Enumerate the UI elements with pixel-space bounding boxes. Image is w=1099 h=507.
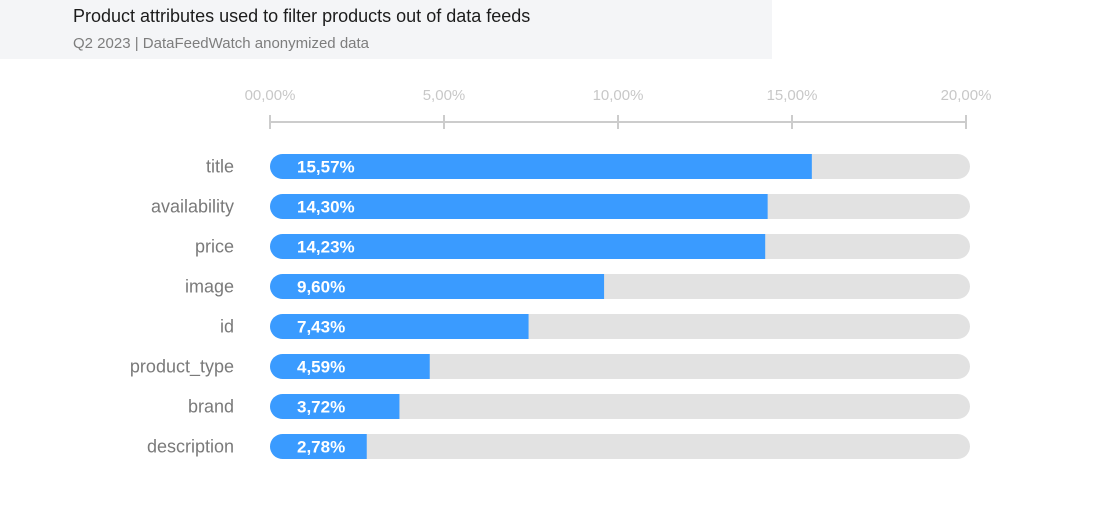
chart-subtitle: Q2 2023 | DataFeedWatch anonymized data xyxy=(73,35,370,52)
bar xyxy=(270,234,766,259)
bar-row: id 7,43% xyxy=(220,314,970,339)
bar xyxy=(270,154,812,179)
value-label: 2,78% xyxy=(297,438,345,457)
bar xyxy=(270,314,529,339)
tick-label: 10,00% xyxy=(593,87,644,104)
category-label: availability xyxy=(151,197,234,217)
category-label: image xyxy=(185,277,234,297)
bar-row: brand 3,72% xyxy=(188,394,970,419)
chart-title: Product attributes used to filter produc… xyxy=(73,6,531,26)
bar xyxy=(270,434,367,459)
value-label: 14,23% xyxy=(297,238,355,257)
tick-label: 5,00% xyxy=(423,87,466,104)
bar-row: image 9,60% xyxy=(185,274,970,299)
chart-header: Product attributes used to filter produc… xyxy=(0,0,772,59)
category-label: description xyxy=(147,437,234,457)
category-label: brand xyxy=(188,397,234,417)
bar-row: description 2,78% xyxy=(147,434,970,459)
bar xyxy=(270,394,400,419)
category-label: id xyxy=(220,317,234,337)
bar-row: price 14,23% xyxy=(195,234,970,259)
value-label: 7,43% xyxy=(297,318,345,337)
bar xyxy=(270,354,430,379)
bar-track xyxy=(270,394,970,419)
category-label: price xyxy=(195,237,234,257)
value-label: 14,30% xyxy=(297,198,355,217)
bar-row: title 15,57% xyxy=(206,154,970,179)
value-label: 4,59% xyxy=(297,358,345,377)
value-label: 15,57% xyxy=(297,158,355,177)
bar-row: availability 14,30% xyxy=(151,194,970,219)
tick-label: 00,00% xyxy=(245,87,296,104)
bar-row: product_type 4,59% xyxy=(130,354,970,379)
tick-label: 15,00% xyxy=(767,87,818,104)
bar-track xyxy=(270,354,970,379)
tick-label: 20,00% xyxy=(941,87,992,104)
category-label: title xyxy=(206,157,234,177)
value-label: 3,72% xyxy=(297,398,345,417)
bars: title 15,57% availability 14,30% price 14,23%… xyxy=(130,154,970,459)
bar xyxy=(270,194,768,219)
category-label: product_type xyxy=(130,357,234,378)
x-axis: 00,00% 5,00% 10,00% 15,00% 20,00% xyxy=(245,87,992,129)
value-label: 9,60% xyxy=(297,278,345,297)
bar xyxy=(270,274,605,299)
bar-track xyxy=(270,434,970,459)
